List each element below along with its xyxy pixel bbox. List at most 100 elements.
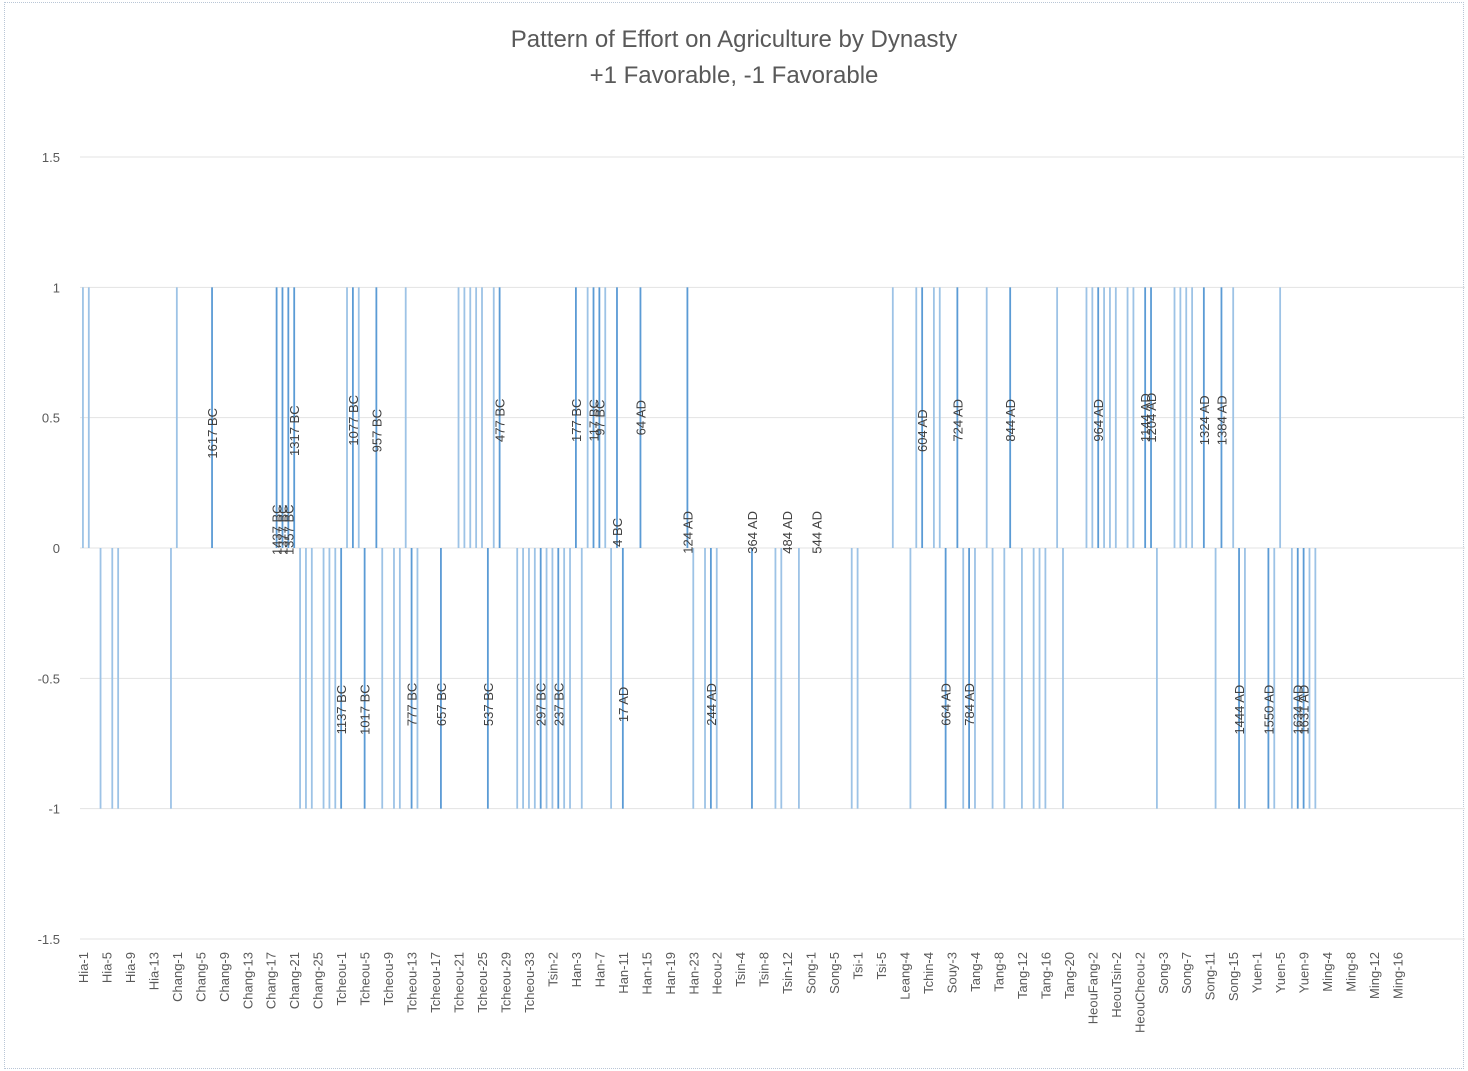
x-tick-label: Han-23 bbox=[686, 952, 701, 995]
data-label: 664 AD bbox=[939, 683, 954, 726]
bar bbox=[604, 287, 607, 548]
bar bbox=[751, 548, 753, 809]
bar bbox=[686, 287, 689, 548]
x-tick-label: Song-11 bbox=[1203, 952, 1218, 1000]
bar bbox=[99, 548, 102, 809]
bar bbox=[639, 287, 642, 548]
bar bbox=[346, 287, 348, 548]
bar bbox=[580, 548, 583, 809]
bar bbox=[575, 287, 577, 548]
data-label: 537 BC bbox=[481, 683, 496, 726]
data-label: 1144 AD bbox=[1138, 393, 1153, 442]
bar bbox=[557, 548, 560, 809]
bar bbox=[932, 287, 935, 548]
x-tick-label: Tsin-8 bbox=[757, 952, 772, 987]
bar bbox=[1150, 287, 1152, 548]
data-label: 1437 BC bbox=[270, 504, 285, 555]
bar bbox=[909, 548, 912, 809]
data-label: 1204 AD bbox=[1144, 393, 1159, 443]
x-tick-label: Yuen-9 bbox=[1297, 952, 1312, 993]
x-tick-label: Tang-4 bbox=[968, 952, 983, 992]
bar bbox=[1238, 548, 1240, 809]
bar bbox=[117, 548, 120, 809]
bar bbox=[1114, 287, 1117, 548]
bar bbox=[404, 287, 407, 548]
x-tick-label: Tcheou-33 bbox=[522, 952, 537, 1013]
data-label: 1444 AD bbox=[1232, 685, 1247, 735]
bar bbox=[522, 548, 524, 809]
x-tick-label: Tsi-5 bbox=[874, 952, 889, 979]
bar bbox=[398, 548, 401, 809]
data-label: 1631 AD bbox=[1297, 685, 1312, 735]
data-label: 237 BC bbox=[551, 683, 566, 726]
bar bbox=[1038, 548, 1041, 809]
x-tick-label: HeouCheou-2 bbox=[1132, 952, 1147, 1033]
bar bbox=[1144, 287, 1147, 548]
data-label: 1384 AD bbox=[1214, 395, 1229, 445]
y-tick-label: 1.5 bbox=[42, 150, 60, 165]
x-tick-label: Song-5 bbox=[827, 952, 842, 994]
x-tick-label: Tcheou-5 bbox=[358, 952, 373, 1005]
x-tick-label: Song-7 bbox=[1179, 952, 1194, 994]
x-tick-label: Han-15 bbox=[639, 952, 654, 995]
data-label: 177 BC bbox=[569, 399, 584, 442]
bar bbox=[1009, 287, 1012, 548]
x-tick-label: Hia-9 bbox=[123, 952, 138, 983]
bar bbox=[1062, 548, 1064, 809]
bar bbox=[111, 548, 114, 809]
bar bbox=[281, 287, 284, 548]
data-label: 777 BC bbox=[405, 683, 420, 726]
bar bbox=[498, 287, 501, 548]
data-label: 604 AD bbox=[915, 409, 930, 452]
bar bbox=[363, 548, 366, 809]
data-label: 64 AD bbox=[633, 400, 648, 435]
data-label: 957 BC bbox=[369, 409, 384, 452]
x-tick-label: Chang-17 bbox=[264, 952, 279, 1009]
data-label: 844 AD bbox=[1003, 399, 1018, 442]
bar bbox=[351, 287, 354, 548]
bar bbox=[1185, 287, 1188, 548]
bar bbox=[486, 548, 489, 809]
x-tick-label: Tang-12 bbox=[1015, 952, 1030, 999]
bar bbox=[974, 548, 976, 809]
bar bbox=[528, 548, 530, 809]
x-tick-label: Tcheou-25 bbox=[475, 952, 490, 1013]
bar bbox=[293, 287, 296, 548]
x-tick-label: Leang-4 bbox=[898, 952, 913, 1000]
bar bbox=[381, 548, 384, 809]
bar bbox=[1302, 548, 1305, 809]
bar bbox=[692, 548, 695, 809]
x-tick-label: Tcheou-21 bbox=[452, 952, 467, 1013]
bar bbox=[1179, 287, 1182, 548]
bar bbox=[563, 548, 566, 809]
bar bbox=[322, 548, 325, 809]
gridlines bbox=[80, 156, 1465, 940]
x-tick-label: Hia-13 bbox=[146, 952, 161, 990]
bar bbox=[275, 287, 278, 548]
bar bbox=[416, 548, 419, 809]
bar bbox=[1103, 287, 1105, 548]
bar bbox=[328, 548, 331, 809]
x-tick-label: Ming-12 bbox=[1367, 952, 1382, 999]
x-tick-label: Yuen-5 bbox=[1273, 952, 1288, 993]
data-label: 964 AD bbox=[1091, 399, 1106, 442]
y-tick-label: -1 bbox=[48, 802, 60, 817]
bar bbox=[539, 548, 542, 809]
x-tick-label: Chang-1 bbox=[170, 952, 185, 1002]
bar bbox=[1097, 287, 1100, 548]
bar bbox=[305, 548, 307, 809]
y-tick-label: 0 bbox=[53, 541, 60, 556]
bar bbox=[1244, 548, 1246, 809]
bar bbox=[299, 548, 301, 809]
bar bbox=[856, 548, 859, 809]
y-axis-ticks: 1.5 1 0.5 0 -0.5 -1 -1.5 bbox=[38, 150, 60, 947]
bar bbox=[1032, 548, 1035, 809]
bar bbox=[891, 287, 894, 548]
bar bbox=[1173, 287, 1176, 548]
bar bbox=[586, 287, 589, 548]
chart-title: Pattern of Effort on Agriculture by Dyna… bbox=[510, 26, 958, 53]
bar bbox=[170, 548, 172, 809]
bar bbox=[709, 548, 712, 809]
bar bbox=[1202, 287, 1205, 548]
